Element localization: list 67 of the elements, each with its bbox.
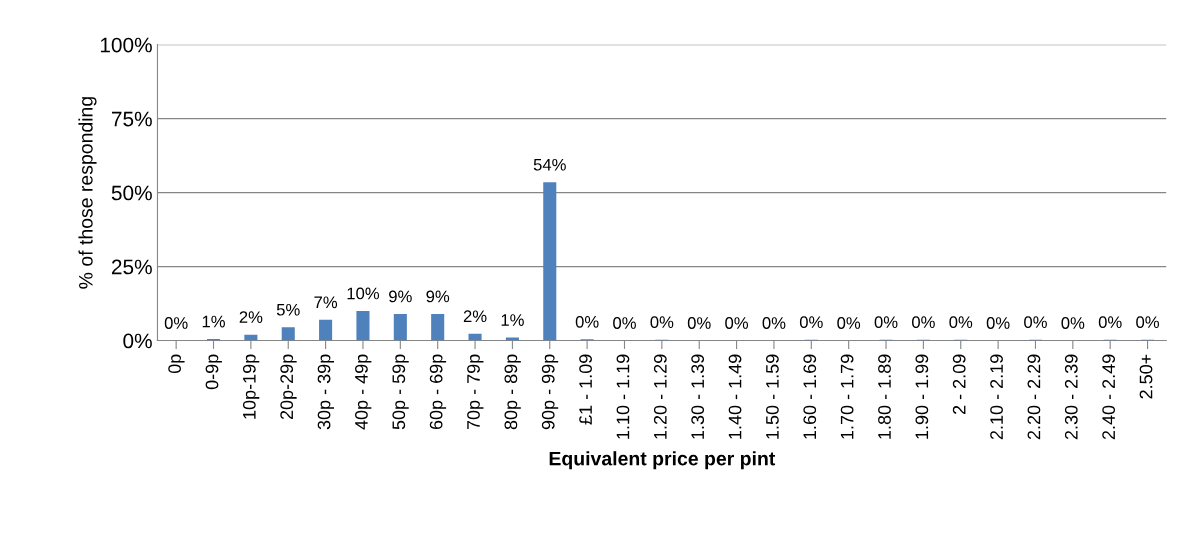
y-tick-label: 50% xyxy=(111,185,152,201)
x-tick-label: 40p - 49p xyxy=(355,354,372,430)
data-label: 5% xyxy=(276,303,300,316)
x-axis-title: Equivalent price per pint xyxy=(549,451,776,470)
x-tick-label: 1.40 - 1.49 xyxy=(728,354,742,439)
data-label: 0% xyxy=(1136,316,1160,329)
x-tick-label: 90p - 99p xyxy=(541,354,559,430)
x-tick-label: 1.90 - 1.99 xyxy=(915,354,929,439)
x-tick-label: 0-9p xyxy=(205,354,222,390)
data-label: 0% xyxy=(687,317,711,329)
data-label: 0% xyxy=(575,315,599,328)
y-tick-label: 100% xyxy=(100,37,152,53)
data-label: 0% xyxy=(725,317,749,329)
data-label: 0% xyxy=(1061,317,1085,329)
data-label: 9% xyxy=(426,290,450,303)
x-tick-label: 2.40 - 2.49 xyxy=(1102,354,1116,440)
x-tick-label: 2.20 - 2.29 xyxy=(1027,354,1041,440)
x-tick-label: 70p - 79p xyxy=(467,354,484,430)
x-tick-label: 50p - 59p xyxy=(392,354,409,430)
data-label: 2% xyxy=(239,311,263,323)
data-label: 54% xyxy=(533,158,566,171)
x-tick-label: 60p - 69p xyxy=(429,354,447,430)
data-label: 1% xyxy=(202,315,225,328)
data-label: 2% xyxy=(463,310,487,323)
data-label: 0% xyxy=(613,317,636,329)
data-label: 0% xyxy=(799,316,823,329)
data-label: 0% xyxy=(874,316,898,329)
data-label: 0% xyxy=(949,316,973,329)
data-label: 10% xyxy=(347,287,380,300)
x-tick-label: 80p - 89p xyxy=(504,354,521,430)
bar xyxy=(431,313,445,341)
x-tick-label: 1.70 - 1.79 xyxy=(840,354,854,439)
x-tick-label: 1.10 - 1.19 xyxy=(616,354,630,439)
data-label: 9% xyxy=(389,290,412,303)
data-label: 7% xyxy=(314,296,338,309)
x-tick-label: 2.10 - 2.19 xyxy=(990,354,1003,440)
bar xyxy=(281,327,295,341)
data-label: 1% xyxy=(501,314,524,326)
x-tick-label: 2 - 2.09 xyxy=(952,354,966,415)
y-axis-title: % of those responding xyxy=(78,97,97,289)
x-tick-label: 1.20 - 1.29 xyxy=(653,354,667,439)
x-tick-label: 1.60 - 1.69 xyxy=(803,354,817,439)
bar xyxy=(543,182,557,341)
x-tick-label: 20p-29p xyxy=(280,354,297,420)
x-tick-label: 1.30 - 1.39 xyxy=(691,354,705,439)
x-tick-label: £1 - 1.09 xyxy=(579,354,592,425)
x-tick-label: 10p-19p xyxy=(242,354,260,419)
x-tick-label: 1.80 - 1.89 xyxy=(878,354,891,439)
y-tick-label: 75% xyxy=(111,111,152,127)
x-tick-label: 2.50+ xyxy=(1139,354,1153,399)
data-label: 0% xyxy=(650,316,674,329)
data-label: 0% xyxy=(912,316,935,329)
y-tick-label: 25% xyxy=(111,259,152,275)
x-tick-label: 1.50 - 1.59 xyxy=(766,354,779,439)
x-tick-label: 0p xyxy=(168,354,185,374)
y-tick-label: 0% xyxy=(123,333,152,349)
data-label: 0% xyxy=(837,317,861,329)
x-tick-label: 30p - 39p xyxy=(317,354,335,430)
data-label: 0% xyxy=(1098,316,1122,329)
bar xyxy=(356,310,370,341)
x-tick-label: 2.30 - 2.39 xyxy=(1064,354,1078,440)
bar xyxy=(319,319,333,341)
data-label: 0% xyxy=(164,317,188,329)
data-label: 0% xyxy=(986,317,1010,329)
bar xyxy=(393,313,407,341)
data-label: 0% xyxy=(1024,316,1047,329)
data-label: 0% xyxy=(762,317,786,329)
